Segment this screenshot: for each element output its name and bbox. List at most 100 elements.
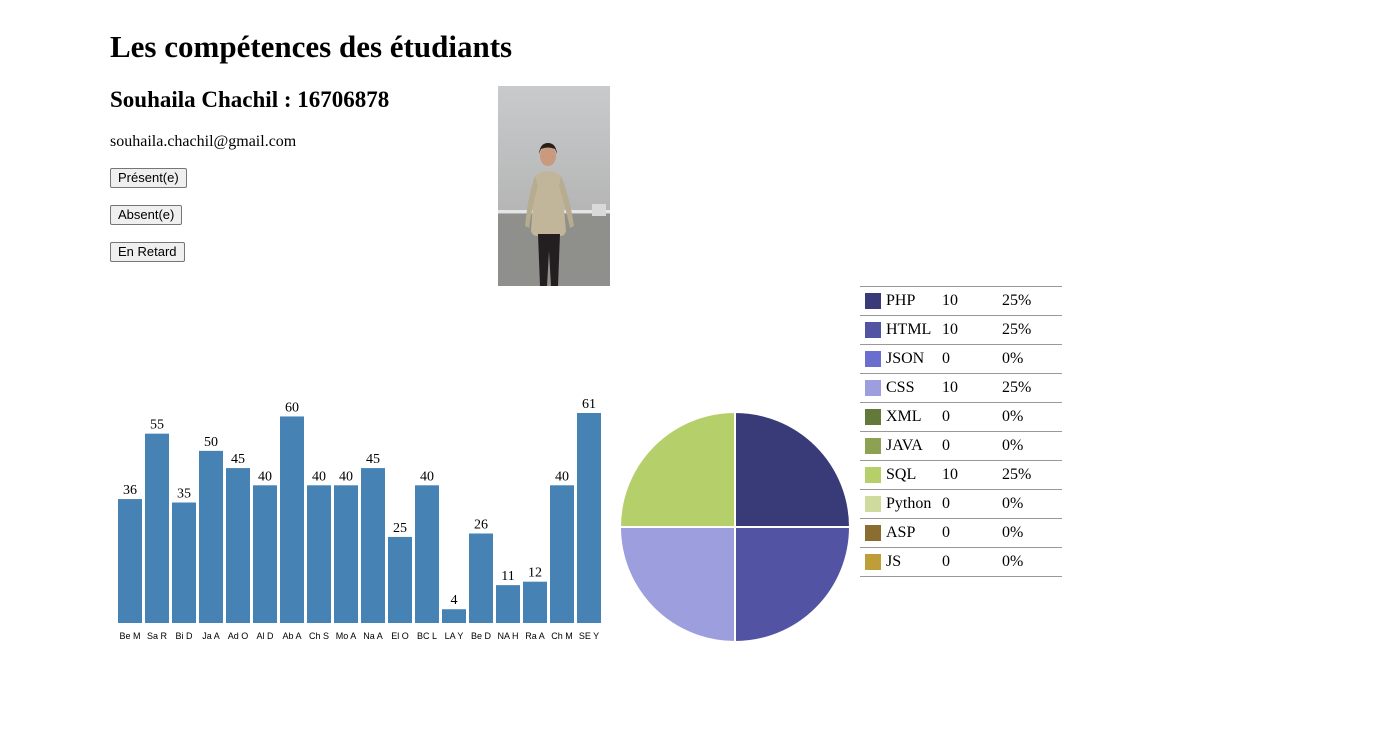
bar-value-label: 26: [474, 517, 488, 532]
bar-value-label: 50: [204, 435, 218, 450]
bar-value-label: 61: [582, 397, 596, 412]
legend-row: JSON 0 0%: [860, 344, 1062, 374]
legend-percent: 0%: [1002, 344, 1062, 374]
legend-label: CSS: [886, 373, 942, 403]
legend-label: ASP: [886, 518, 942, 548]
legend-value: 0: [942, 344, 1002, 374]
legend-row: Python 0 0%: [860, 489, 1062, 519]
legend-percent: 25%: [1002, 286, 1062, 316]
legend-row: CSS 10 25%: [860, 373, 1062, 403]
legend-label: SQL: [886, 460, 942, 490]
legend-row: XML 0 0%: [860, 402, 1062, 432]
pie-slice: [734, 526, 852, 644]
legend-value: 0: [942, 489, 1002, 519]
bar-value-label: 25: [393, 521, 407, 536]
present-button[interactable]: Présent(e): [110, 168, 187, 188]
bar: [388, 536, 412, 623]
bar: [550, 485, 574, 623]
legend-value: 0: [942, 431, 1002, 461]
bar: [172, 502, 196, 623]
legend-value: 10: [942, 460, 1002, 490]
legend-swatch: [865, 351, 881, 368]
legend-swatch: [865, 496, 881, 513]
bar: [523, 581, 547, 623]
legend-swatch: [865, 438, 881, 455]
bar-value-label: 40: [312, 469, 326, 484]
legend-row: ASP 0 0%: [860, 518, 1062, 548]
legend-label: PHP: [886, 286, 942, 316]
bar-category-label: Ch S: [309, 631, 329, 641]
legend-label: JS: [886, 547, 942, 577]
bar-category-label: Be M: [119, 631, 140, 641]
bar: [577, 413, 601, 623]
bar-value-label: 40: [555, 469, 569, 484]
bar-category-label: Mo A: [336, 631, 357, 641]
legend-value: 0: [942, 518, 1002, 548]
bar: [307, 485, 331, 623]
legend-percent: 25%: [1002, 373, 1062, 403]
legend-percent: 25%: [1002, 315, 1062, 345]
bar-category-label: Ra A: [525, 631, 545, 641]
legend-label: JSON: [886, 344, 942, 374]
legend-row: HTML 10 25%: [860, 315, 1062, 345]
bar-value-label: 35: [177, 487, 191, 502]
bar: [118, 499, 142, 623]
legend-row: JS 0 0%: [860, 547, 1062, 577]
bar-category-label: Sa R: [147, 631, 168, 641]
bar-value-label: 40: [339, 469, 353, 484]
bar-value-label: 40: [420, 469, 434, 484]
student-photo: [498, 86, 610, 286]
student-name: Souhaila Chachil : 16706878: [110, 87, 390, 112]
legend-label: HTML: [886, 315, 942, 345]
absent-button[interactable]: Absent(e): [110, 205, 183, 225]
skills-pie-chart: [618, 410, 852, 644]
bar-category-label: Ja A: [202, 631, 220, 641]
student-email: souhaila.chachil@gmail.com: [110, 133, 297, 150]
legend-row: SQL 10 25%: [860, 460, 1062, 490]
legend-swatch: [865, 554, 881, 571]
bar: [334, 485, 358, 623]
bar-value-label: 60: [285, 400, 299, 415]
bar: [361, 468, 385, 623]
late-button[interactable]: En Retard: [110, 242, 185, 262]
bar: [145, 433, 169, 623]
legend-swatch: [865, 322, 881, 339]
bar-value-label: 36: [123, 483, 137, 498]
bar-category-label: Be D: [471, 631, 492, 641]
bar-value-label: 4: [451, 593, 458, 608]
pie-legend: PHP 10 25% HTML 10 25% JSON 0 0% CSS 10 25% XML 0 0% JA…: [860, 286, 1062, 577]
bar-value-label: 55: [150, 418, 164, 433]
legend-percent: 0%: [1002, 489, 1062, 519]
legend-value: 10: [942, 286, 1002, 316]
legend-value: 0: [942, 402, 1002, 432]
legend-percent: 0%: [1002, 518, 1062, 548]
bar: [415, 485, 439, 623]
legend-swatch: [865, 409, 881, 426]
legend-percent: 0%: [1002, 547, 1062, 577]
pie-slice: [734, 410, 852, 528]
bar-category-label: Ad O: [228, 631, 249, 641]
legend-swatch: [865, 380, 881, 397]
bar-category-label: SE Y: [579, 631, 599, 641]
bar-value-label: 12: [528, 566, 542, 581]
bar: [496, 585, 520, 623]
legend-swatch: [865, 293, 881, 310]
bar: [442, 609, 466, 623]
legend-value: 10: [942, 315, 1002, 345]
bar-category-label: Ab A: [282, 631, 301, 641]
legend-swatch: [865, 525, 881, 542]
bar-category-label: BC L: [417, 631, 437, 641]
legend-label: Python: [886, 489, 942, 519]
bar: [199, 450, 223, 623]
legend-swatch: [865, 467, 881, 484]
bar: [280, 416, 304, 623]
legend-label: XML: [886, 402, 942, 432]
legend-value: 10: [942, 373, 1002, 403]
legend-label: JAVA: [886, 431, 942, 461]
bar-category-label: LA Y: [445, 631, 464, 641]
legend-percent: 0%: [1002, 402, 1062, 432]
legend-value: 0: [942, 547, 1002, 577]
bar-category-label: Na A: [363, 631, 383, 641]
bar-value-label: 11: [501, 569, 514, 584]
bar-category-label: NA H: [497, 631, 518, 641]
